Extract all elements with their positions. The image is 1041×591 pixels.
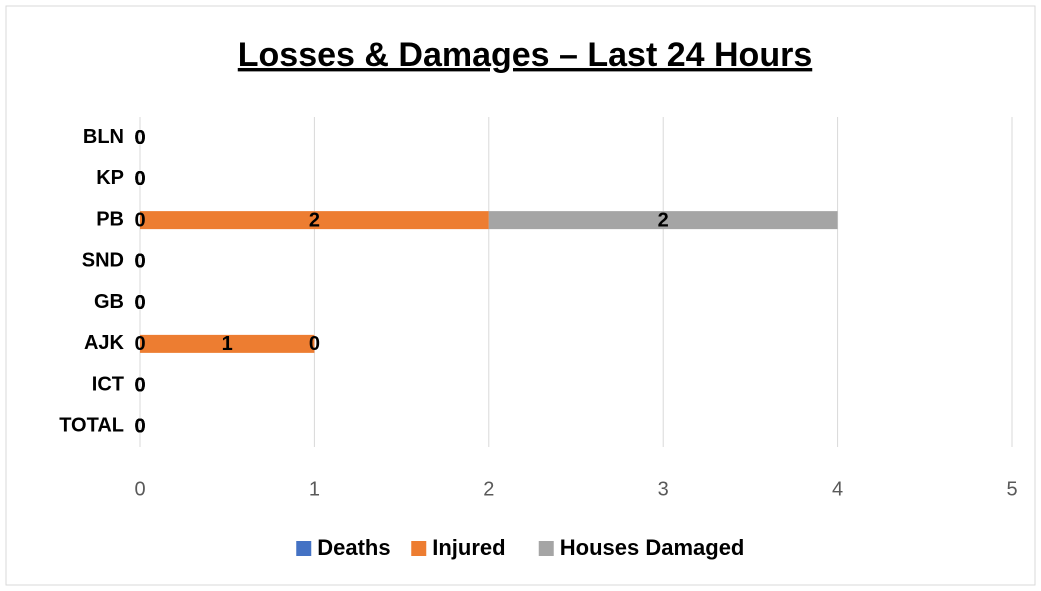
data-label: 0 xyxy=(134,251,145,273)
chart-border xyxy=(5,5,1036,586)
x-tick-label: 4 xyxy=(832,478,843,500)
data-label: 0 xyxy=(134,374,145,396)
chart-title: Losses & Damages – Last 24 Hours xyxy=(238,36,812,74)
x-tick-label: 0 xyxy=(134,478,145,500)
data-label: 0 xyxy=(134,209,145,231)
data-label: 0 xyxy=(134,251,145,273)
y-tick-label: SND xyxy=(82,250,124,272)
x-tick-label: 5 xyxy=(1006,478,1017,500)
data-label: 0 xyxy=(134,333,145,355)
data-label: 0 xyxy=(134,168,145,190)
data-label: 0 xyxy=(134,416,145,438)
legend-swatch xyxy=(296,541,312,556)
y-tick-label: AJK xyxy=(84,332,125,354)
data-label: 0 xyxy=(134,168,145,190)
y-tick-label: GB xyxy=(94,291,124,313)
x-tick-label: 2 xyxy=(483,478,494,500)
data-label: 2 xyxy=(309,209,320,231)
data-label: 0 xyxy=(134,416,145,438)
y-tick-label: BLN xyxy=(83,126,124,148)
y-tick-label: PB xyxy=(96,208,124,230)
x-tick-label: 3 xyxy=(658,478,669,500)
bar xyxy=(140,211,489,230)
y-tick-label: ICT xyxy=(92,373,124,395)
data-label: 2 xyxy=(658,209,669,231)
legend-swatch xyxy=(538,541,554,556)
data-label: 0 xyxy=(134,292,145,314)
legend-label: Deaths xyxy=(317,535,390,560)
legend-label: Houses Damaged xyxy=(560,535,745,560)
data-label: 1 xyxy=(222,333,233,355)
x-tick-label: 1 xyxy=(309,478,320,500)
data-label: 0 xyxy=(134,127,145,149)
y-tick-label: KP xyxy=(96,167,124,189)
data-label: 0 xyxy=(134,127,145,149)
bar xyxy=(140,334,315,353)
data-label: 0 xyxy=(134,251,145,273)
data-label: 0 xyxy=(134,374,145,396)
bar xyxy=(488,211,838,230)
y-tick-label: TOTAL xyxy=(59,415,124,437)
data-label: 0 xyxy=(134,127,145,149)
data-label: 0 xyxy=(134,168,145,190)
data-label: 0 xyxy=(134,292,145,314)
data-label: 0 xyxy=(309,333,320,355)
legend-swatch xyxy=(411,541,427,556)
data-label: 0 xyxy=(134,292,145,314)
data-label: 0 xyxy=(134,374,145,396)
data-label: 0 xyxy=(134,416,145,438)
legend-label: Injured xyxy=(432,535,505,560)
